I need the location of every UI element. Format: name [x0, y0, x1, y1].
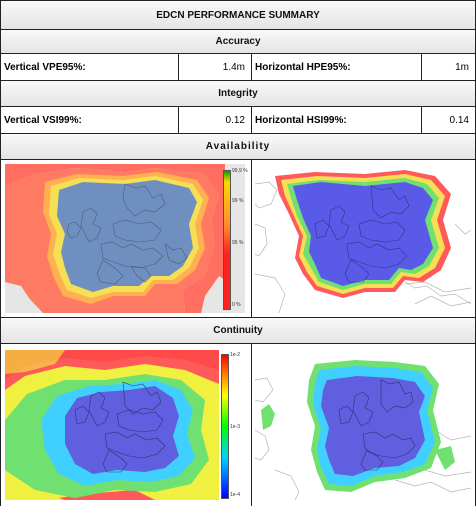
availability-tick-0: 0 %: [232, 302, 241, 308]
availability-tick-999: 99,9 %: [232, 168, 248, 174]
hpe-label: Horizontal HPE95%:: [252, 54, 422, 80]
hsi-value: 0.14: [449, 114, 469, 126]
continuity-tick-1e-3: 1e-3: [230, 424, 241, 430]
continuity-header: Continuity: [1, 318, 475, 344]
continuity-map-horizontal: [255, 350, 471, 500]
continuity-tick-1e-4: 1e-4: [230, 492, 241, 498]
integrity-title: Integrity: [218, 88, 258, 99]
availability-legend-bar: [223, 170, 231, 310]
vpe-value: 1.4m: [179, 54, 252, 80]
accuracy-title: Accuracy: [215, 36, 261, 47]
vsi-value: 0.12: [179, 107, 252, 133]
continuity-legend: 1e-2 1e-3 1e-4: [221, 352, 249, 499]
availability-tick-99: 99 %: [232, 198, 244, 204]
continuity-title: Continuity: [213, 325, 263, 336]
page-footer-space: [0, 506, 476, 527]
availability-map-vertical-svg: [5, 164, 245, 313]
availability-tick-95: 95 %: [232, 240, 244, 246]
performance-summary: EDCN PERFORMANCE SUMMARY Accuracy Vertic…: [0, 0, 476, 507]
continuity-legend-bar: [221, 354, 229, 499]
availability-map-horizontal-svg: [255, 164, 471, 313]
title-row: EDCN PERFORMANCE SUMMARY: [1, 1, 475, 30]
availability-title: Availability: [205, 141, 271, 152]
continuity-map-horizontal-svg: [255, 350, 471, 500]
accuracy-values-row: Vertical VPE95%: 1.4m Horizontal HPE95%:…: [1, 54, 475, 81]
availability-map-horizontal: [255, 164, 471, 313]
vpe-label: Vertical VPE95%:: [1, 54, 179, 80]
vsi-label: Vertical VSI99%:: [1, 107, 179, 133]
continuity-tick-1e-2: 1e-2: [230, 352, 241, 358]
availability-maps-row: 99,9 % 99 % 95 % 0 %: [1, 160, 475, 318]
integrity-values-row: Vertical VSI99%: 0.12 Horizontal HSI99%:…: [1, 107, 475, 134]
summary-title: EDCN PERFORMANCE SUMMARY: [156, 10, 320, 21]
continuity-map-vertical-svg: [5, 350, 219, 500]
availability-map-vertical: [5, 164, 245, 313]
hpe-value: 1m: [455, 61, 469, 73]
continuity-maps-row: 1e-2 1e-3 1e-4: [1, 344, 475, 506]
hsi-label: Horizontal HSI99%:: [252, 107, 422, 133]
accuracy-header: Accuracy: [1, 30, 475, 54]
integrity-header: Integrity: [1, 81, 475, 107]
availability-header: Availability: [1, 134, 475, 160]
availability-legend: 99,9 % 99 % 95 % 0 %: [223, 168, 248, 310]
continuity-map-vertical: [5, 350, 219, 500]
